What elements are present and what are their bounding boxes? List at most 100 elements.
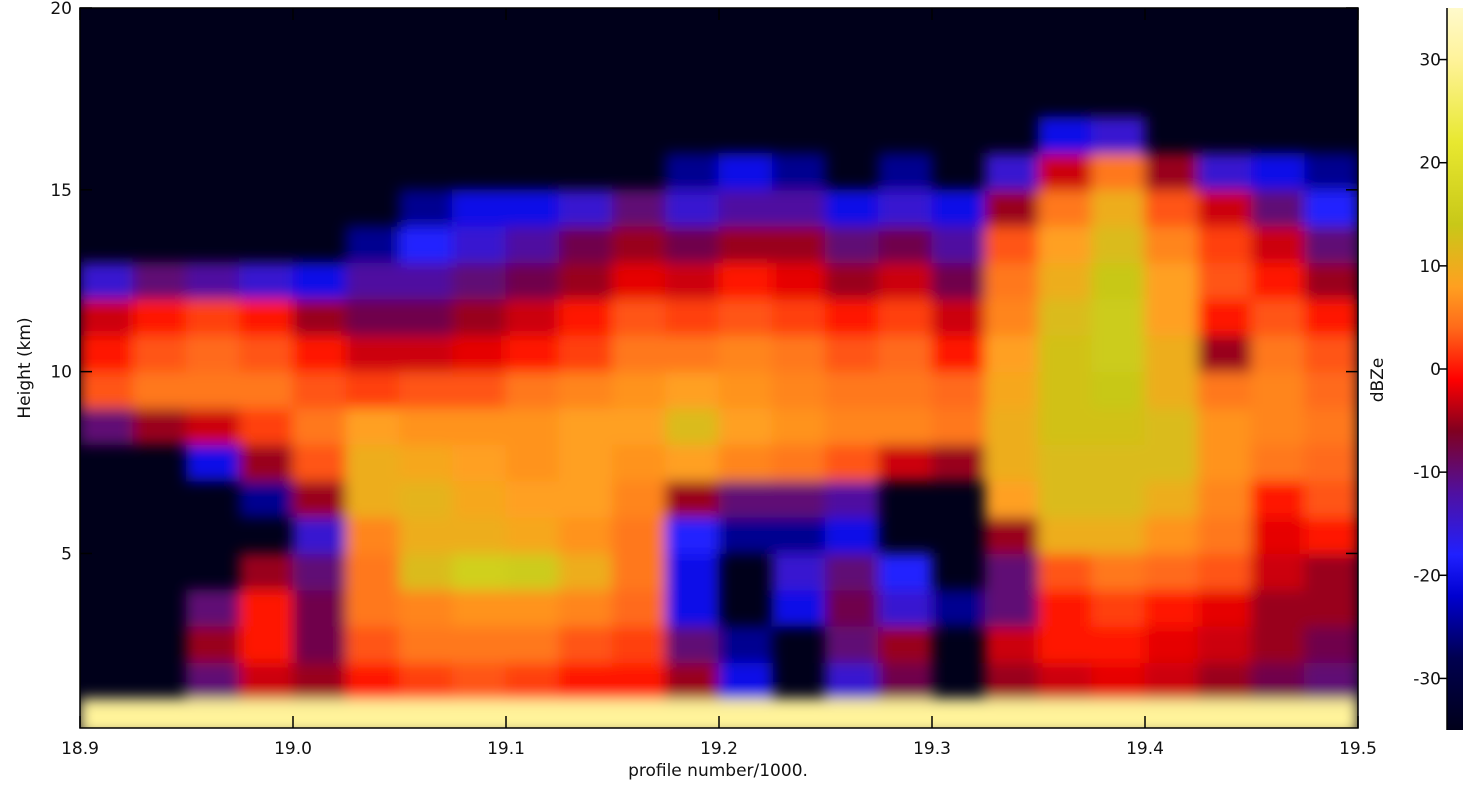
heatmap-cell — [665, 517, 719, 554]
heatmap-cell — [878, 626, 932, 663]
heatmap-cell — [1091, 371, 1145, 408]
heatmap-cell — [1091, 553, 1145, 590]
heatmap-cell — [559, 480, 613, 517]
heatmap-cell — [186, 335, 240, 372]
heatmap-cell — [346, 298, 400, 335]
heatmap-cell — [1145, 589, 1199, 626]
heatmap-cell — [506, 262, 560, 299]
heatmap-cell — [719, 335, 773, 372]
heatmap-cell — [186, 662, 240, 699]
heatmap-cell — [1251, 298, 1305, 335]
heatmap-cell — [985, 371, 1039, 408]
heatmap-cell — [665, 589, 719, 626]
heatmap-cell — [293, 553, 347, 590]
y-tick-label: 20 — [50, 0, 72, 19]
heatmap-cell — [1091, 662, 1145, 699]
heatmap-cell — [346, 553, 400, 590]
heatmap-cell — [719, 517, 773, 554]
heatmap-cell — [772, 517, 826, 554]
heatmap-cell — [825, 553, 879, 590]
heatmap-cell — [1038, 117, 1092, 154]
heatmap-cell — [825, 189, 879, 226]
heatmap-cell — [825, 226, 879, 263]
heatmap-cell — [1145, 298, 1199, 335]
heatmap-cell — [1145, 517, 1199, 554]
heatmap-cell — [1038, 662, 1092, 699]
heatmap-cell — [932, 189, 986, 226]
heatmap-cell — [1251, 517, 1305, 554]
heatmap-cell — [932, 408, 986, 445]
heatmap-cell — [452, 698, 506, 735]
y-tick-label: 15 — [50, 181, 72, 201]
heatmap-cell — [239, 589, 293, 626]
heatmap-cell — [559, 226, 613, 263]
heatmap-cell — [1145, 335, 1199, 372]
heatmap-cell — [559, 662, 613, 699]
heatmap-cell — [665, 480, 719, 517]
x-tick-label: 19.0 — [274, 739, 312, 759]
heatmap-cell — [239, 698, 293, 735]
heatmap-cell — [293, 371, 347, 408]
heatmap-cell — [399, 444, 453, 481]
heatmap-cell — [293, 480, 347, 517]
colorbar — [1447, 8, 1463, 730]
y-axis-title: Height (km) — [15, 317, 35, 418]
heatmap-cell — [932, 444, 986, 481]
y-tick-label: 5 — [61, 544, 72, 564]
heatmap-cell — [506, 189, 560, 226]
heatmap-cell — [452, 262, 506, 299]
heatmap-cell — [612, 226, 666, 263]
heatmap-cell — [399, 589, 453, 626]
heatmap-cell — [559, 298, 613, 335]
heatmap-cell — [452, 517, 506, 554]
heatmap-cell — [612, 371, 666, 408]
heatmap-cell — [932, 226, 986, 263]
heatmap-cell — [1198, 408, 1252, 445]
heatmap-cell — [239, 480, 293, 517]
heatmap-cell — [346, 517, 400, 554]
heatmap-cell — [825, 626, 879, 663]
heatmap-cell — [1251, 444, 1305, 481]
heatmap-cell — [1304, 262, 1358, 299]
heatmap-cell — [985, 408, 1039, 445]
heatmap-cell — [825, 517, 879, 554]
heatmap-cell — [399, 698, 453, 735]
heatmap-cell — [878, 189, 932, 226]
heatmap-cell — [1038, 298, 1092, 335]
heatmap-cell — [665, 626, 719, 663]
heatmap-cell — [293, 626, 347, 663]
heatmap-cell — [239, 662, 293, 699]
heatmap-cell — [719, 153, 773, 190]
heatmap-cell — [133, 298, 187, 335]
heatmap-cell — [1304, 553, 1358, 590]
heatmap-cell — [1304, 298, 1358, 335]
heatmap-cell — [399, 298, 453, 335]
heatmap-cell — [452, 589, 506, 626]
heatmap-cell — [932, 589, 986, 626]
heatmap-cell — [399, 553, 453, 590]
heatmap-cell — [825, 262, 879, 299]
heatmap-cell — [1038, 517, 1092, 554]
heatmap-cell — [1304, 189, 1358, 226]
heatmap-cell — [1251, 589, 1305, 626]
heatmap-cell — [612, 626, 666, 663]
heatmap-cell — [1145, 189, 1199, 226]
heatmap-cell — [239, 444, 293, 481]
heatmap-cell — [1145, 153, 1199, 190]
heatmap-cell — [772, 189, 826, 226]
heatmap-cell — [772, 698, 826, 735]
heatmap-cell — [1251, 480, 1305, 517]
heatmap-cell — [665, 553, 719, 590]
heatmap-cell — [1251, 189, 1305, 226]
heatmap-cell — [719, 408, 773, 445]
heatmap-cell — [878, 335, 932, 372]
heatmap-cell — [1038, 226, 1092, 263]
heatmap-cell — [825, 662, 879, 699]
heatmap-cell — [506, 480, 560, 517]
heatmap-cell — [452, 298, 506, 335]
heatmap-cell — [985, 626, 1039, 663]
heatmap-cell — [612, 408, 666, 445]
heatmap-cell — [1145, 698, 1199, 735]
heatmap-cell — [719, 226, 773, 263]
heatmap-cell — [932, 262, 986, 299]
